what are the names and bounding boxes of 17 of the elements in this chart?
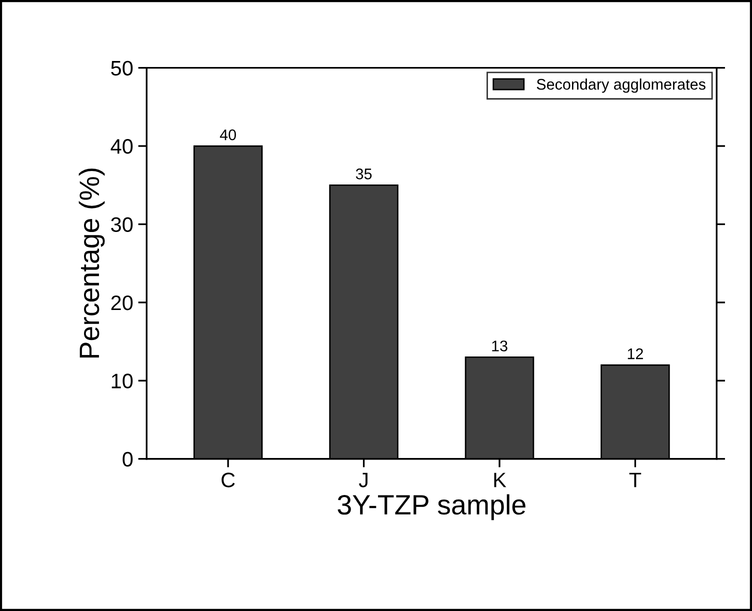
y-tick-label: 0 (122, 452, 133, 467)
x-tick-label: T (629, 472, 642, 488)
y-tick-label: 50 (111, 60, 133, 76)
legend-label: Secondary agglomerates (536, 78, 706, 93)
y-tick-label: 10 (112, 374, 133, 388)
x-tick-label: C (222, 472, 235, 488)
data-label: 12 (628, 348, 643, 360)
x-tick-label: J (358, 472, 368, 488)
y-tick-label: 20 (111, 295, 133, 310)
x-axis-title: 3Y-TZP sample (338, 494, 526, 520)
data-label: 35 (356, 168, 372, 180)
y-tick-label: 40 (110, 139, 133, 154)
data-label: 40 (220, 129, 236, 140)
y-tick-label: 30 (111, 217, 133, 232)
x-tick-label: K (494, 472, 506, 488)
y-axis-title: Percentage (%) (78, 168, 105, 358)
data-label: 13 (492, 340, 508, 352)
